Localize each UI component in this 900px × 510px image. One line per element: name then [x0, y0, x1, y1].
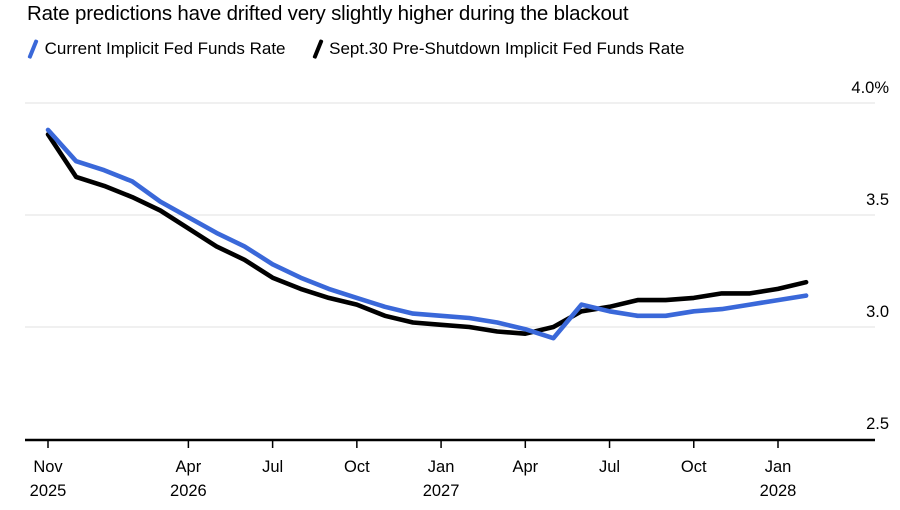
legend-item-pre-shutdown: Sept.30 Pre-Shutdown Implicit Fed Funds …: [311, 39, 685, 59]
x-axis-month-label: Oct: [344, 458, 370, 476]
x-axis-month-label: Oct: [681, 458, 707, 476]
y-axis-tick-label: 4.0%: [851, 79, 889, 97]
x-axis-month-label: Nov: [33, 458, 63, 476]
x-axis-month-label: Jul: [599, 458, 620, 476]
x-axis-year-label: 2025: [30, 482, 67, 500]
x-axis-month-label: Jan: [765, 458, 792, 476]
x-axis-month-label: Apr: [512, 458, 538, 476]
legend-label-current: Current Implicit Fed Funds Rate: [44, 39, 286, 58]
x-axis-month-label: Jan: [428, 458, 455, 476]
legend-label-pre-shutdown: Sept.30 Pre-Shutdown Implicit Fed Funds …: [329, 39, 685, 58]
series-line-current: [45, 127, 809, 341]
series-line-pre-shutdown: [45, 132, 809, 337]
chart-title: Rate predictions have drifted very sligh…: [27, 2, 629, 25]
y-axis-tick-label: 2.5: [866, 415, 889, 433]
x-axis-month-label: Jul: [262, 458, 283, 476]
x-axis-year-label: 2028: [760, 482, 797, 500]
y-axis-tick-label: 3.0: [866, 303, 889, 321]
x-axis-month-label: Apr: [176, 458, 202, 476]
x-axis-year-label: 2027: [423, 482, 460, 500]
x-axis-year-label: 2026: [170, 482, 207, 500]
y-axis-tick-label: 3.5: [866, 191, 889, 209]
chart-legend: Current Implicit Fed Funds Rate Sept.30 …: [27, 39, 684, 59]
legend-item-current: Current Implicit Fed Funds Rate: [27, 39, 286, 59]
